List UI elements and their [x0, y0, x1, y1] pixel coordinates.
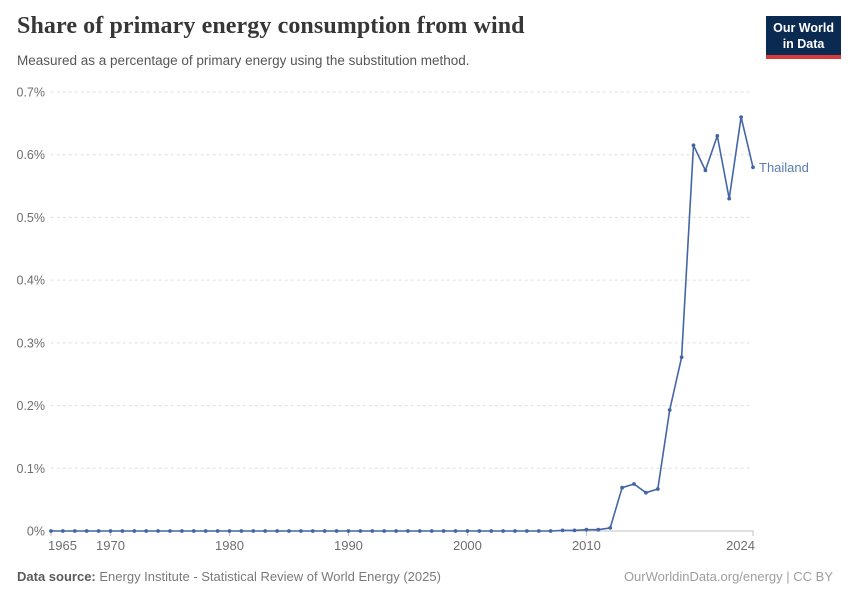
data-point[interactable] [644, 490, 648, 495]
data-point[interactable] [691, 143, 696, 148]
data-point[interactable] [108, 529, 113, 533]
data-point[interactable] [620, 485, 624, 490]
data-point[interactable] [84, 529, 89, 533]
chart-footer: Data source: Energy Institute - Statisti… [17, 569, 833, 584]
data-point[interactable] [679, 355, 684, 360]
data-point[interactable] [96, 529, 101, 533]
data-point[interactable] [287, 529, 291, 533]
data-point[interactable] [727, 196, 732, 201]
data-point[interactable] [406, 529, 410, 533]
data-point[interactable] [215, 529, 220, 533]
data-point[interactable] [203, 529, 208, 533]
data-point[interactable] [572, 528, 577, 533]
x-axis-tick-label: 1980 [215, 538, 244, 553]
data-point[interactable] [715, 134, 720, 138]
x-axis-tick-label: 1990 [334, 538, 363, 553]
chart-title: Share of primary energy consumption from… [17, 13, 525, 39]
data-source-text: Energy Institute - Statistical Review of… [99, 569, 441, 584]
data-point[interactable] [441, 529, 446, 533]
data-point[interactable] [191, 529, 196, 533]
data-point[interactable] [560, 528, 565, 533]
data-point[interactable] [584, 527, 589, 532]
y-axis-tick-label: 0.5% [17, 211, 46, 225]
data-point[interactable] [227, 529, 232, 533]
y-axis-tick-label: 0.4% [17, 274, 46, 288]
data-point[interactable] [239, 529, 244, 533]
owid-logo-line2: in Data [782, 37, 825, 51]
data-point[interactable] [548, 529, 553, 533]
y-axis-tick-label: 0% [27, 525, 45, 539]
data-source: Data source: Energy Institute - Statisti… [17, 569, 441, 584]
y-axis-tick-label: 0.6% [17, 148, 46, 162]
credit-link[interactable]: OurWorldinData.org/energy | CC BY [623, 569, 833, 584]
data-point[interactable] [251, 529, 256, 533]
chart-subtitle: Measured as a percentage of primary ener… [17, 53, 470, 68]
y-axis-tick-label: 0.1% [17, 462, 46, 476]
x-axis-tick-label: 2000 [453, 538, 482, 553]
data-point[interactable] [465, 529, 470, 533]
data-point[interactable] [608, 526, 613, 530]
data-point[interactable] [394, 529, 398, 533]
data-point[interactable] [751, 165, 755, 170]
data-point[interactable] [263, 529, 268, 533]
owid-logo-line1: Our World [773, 21, 834, 35]
data-point[interactable] [61, 529, 65, 533]
owid-logo[interactable]: Our World in Data [766, 16, 841, 59]
data-point[interactable] [132, 529, 137, 533]
data-point[interactable] [477, 529, 482, 533]
data-point[interactable] [536, 529, 541, 533]
data-point[interactable] [525, 529, 529, 533]
data-point[interactable] [156, 529, 161, 533]
data-point[interactable] [739, 115, 743, 119]
data-point[interactable] [120, 529, 125, 533]
data-point[interactable] [299, 529, 303, 533]
data-point[interactable] [310, 529, 315, 533]
y-axis-tick-label: 0.2% [17, 399, 46, 413]
series-label-thailand[interactable]: Thailand [759, 160, 809, 175]
data-point[interactable] [703, 168, 708, 173]
data-point[interactable] [168, 529, 172, 533]
data-source-label: Data source: [17, 569, 96, 584]
data-point[interactable] [72, 529, 77, 533]
data-point[interactable] [334, 529, 339, 533]
x-axis-tick-label: 2024 [726, 538, 755, 553]
data-point[interactable] [429, 529, 434, 533]
data-point[interactable] [346, 529, 351, 533]
data-point[interactable] [667, 408, 672, 412]
y-axis-tick-label: 0.3% [17, 336, 46, 350]
data-point[interactable] [513, 529, 517, 533]
data-point[interactable] [382, 529, 387, 533]
data-point[interactable] [489, 529, 494, 533]
x-axis-tick-label: 2010 [572, 538, 601, 553]
data-point[interactable] [596, 527, 601, 532]
data-point[interactable] [322, 529, 327, 533]
data-point[interactable] [370, 529, 375, 533]
data-point[interactable] [501, 529, 505, 533]
data-point[interactable] [180, 529, 184, 533]
data-point[interactable] [453, 529, 458, 533]
data-point[interactable] [632, 482, 636, 486]
data-point[interactable] [144, 529, 149, 533]
data-point[interactable] [417, 529, 422, 533]
y-axis-tick-label: 0.7% [17, 86, 46, 100]
series-line-thailand[interactable] [50, 116, 754, 532]
data-point[interactable] [49, 529, 53, 533]
x-axis-tick-label: 1970 [96, 538, 125, 553]
data-point[interactable] [655, 487, 660, 491]
x-axis-tick-label: 1965 [48, 538, 77, 553]
data-point[interactable] [275, 529, 279, 533]
data-point[interactable] [358, 529, 363, 533]
